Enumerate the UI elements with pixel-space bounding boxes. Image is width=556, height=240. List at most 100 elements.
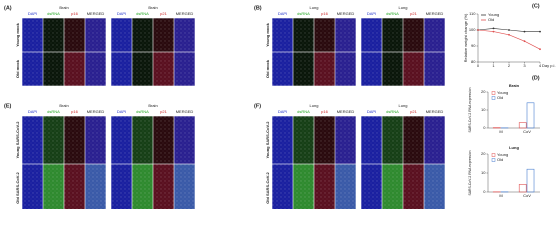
column-label: dsRNA: [136, 109, 149, 114]
point: [523, 40, 526, 43]
micrograph-texture: [314, 116, 335, 164]
y-tick-label: 90: [471, 43, 476, 48]
micrograph-texture: [403, 52, 424, 86]
point: [508, 29, 510, 31]
y-axis-label: Relative weight change (%): [463, 13, 468, 62]
column-label: dsRNA: [47, 109, 60, 114]
micrograph-texture: [314, 52, 335, 86]
row-label: Young mock: [265, 22, 270, 46]
micrograph-texture: [43, 164, 64, 209]
micrograph-texture: [64, 52, 85, 86]
legend-label: Old: [497, 157, 503, 162]
micrograph-texture: [64, 164, 85, 209]
micrograph-texture: [382, 164, 403, 209]
bar: [518, 184, 527, 193]
micrograph-texture: [174, 164, 195, 209]
micrograph-texture: [174, 116, 195, 164]
micrograph-texture: [85, 116, 106, 164]
x-tick-label: 1: [492, 63, 495, 68]
micrograph-texture: [85, 164, 106, 209]
column-label: p16: [71, 11, 78, 16]
x-tick-label: M: [499, 129, 502, 134]
micrograph-texture: [361, 18, 382, 52]
column-label: p21: [160, 109, 167, 114]
x-tick-label: M: [499, 193, 502, 198]
column-label: DAPI: [367, 109, 376, 114]
micrograph-texture: [85, 18, 106, 52]
y-axis-label: SARS-CoV-2 RNA expression: [468, 150, 472, 195]
micrograph-texture: [22, 52, 43, 86]
column-label: p21: [160, 11, 167, 16]
column-label: MERGED: [337, 109, 355, 114]
row-label: Young SARS-CoV-2: [265, 121, 270, 159]
block-title: Lung: [310, 103, 319, 108]
block-title: Brain: [148, 5, 157, 10]
panel-label: (B): [254, 5, 262, 11]
panel-label: (D): [532, 75, 540, 81]
micrograph-texture: [272, 52, 293, 86]
row-label: Young mock: [15, 22, 20, 46]
micrograph-texture: [335, 18, 356, 52]
panel-label: (C): [532, 3, 540, 9]
x-tick-label: 3: [523, 63, 526, 68]
column-label: DAPI: [28, 11, 37, 16]
line: [477, 29, 541, 50]
micrograph-texture: [153, 116, 174, 164]
y-tick-label: 10: [481, 170, 486, 175]
micrograph-texture: [314, 164, 335, 209]
legend-label: Old: [488, 17, 494, 22]
micrograph-texture: [424, 116, 445, 164]
point: [539, 30, 541, 33]
bar: [526, 168, 535, 193]
micrograph-texture: [403, 18, 424, 52]
legend-swatch: [491, 96, 496, 100]
column-label: dsRNA: [136, 11, 149, 16]
micrograph-texture: [132, 164, 153, 209]
micrograph-texture: [293, 18, 314, 52]
micrograph-texture: [335, 116, 356, 164]
x-axis-label: Day p.i.: [542, 63, 556, 68]
column-label: p21: [410, 109, 417, 114]
column-label: MERGED: [426, 11, 444, 16]
x-tick-label: CoV: [523, 129, 531, 134]
column-label: dsRNA: [297, 109, 310, 114]
column-label: MERGED: [87, 11, 105, 16]
micrograph-texture: [293, 164, 314, 209]
legend-swatch: [491, 91, 496, 95]
row-label: Young SARS-CoV-2: [15, 121, 20, 159]
micrograph-texture: [293, 52, 314, 86]
column-label: MERGED: [87, 109, 105, 114]
column-label: MERGED: [176, 109, 194, 114]
row-label: Old SARS-CoV-2: [15, 171, 20, 203]
micrograph-texture: [64, 18, 85, 52]
micrograph-texture: [382, 52, 403, 86]
y-tick-label: 20: [481, 151, 486, 156]
micrograph-texture: [132, 116, 153, 164]
column-label: p16: [71, 109, 78, 114]
legend-label: Young: [497, 90, 508, 95]
point: [492, 27, 495, 30]
y-tick-label: 0: [483, 189, 486, 194]
block-title: Brain: [148, 103, 157, 108]
y-axis-label: SARS-CoV-2 RNA expression: [468, 87, 472, 132]
x-tick-label: 0: [477, 63, 480, 68]
x-tick-label: CoV: [523, 193, 531, 198]
point: [523, 30, 526, 33]
micrograph-texture: [174, 52, 195, 86]
row-label: Old SARS-CoV-2: [265, 171, 270, 203]
column-label: MERGED: [337, 11, 355, 16]
micrograph-texture: [132, 18, 153, 52]
y-tick-label: 110: [469, 11, 476, 16]
chart-title: Lung: [509, 145, 519, 150]
y-tick-label: 80: [471, 59, 476, 64]
column-label: dsRNA: [297, 11, 310, 16]
block-title: Lung: [399, 5, 408, 10]
micrograph-texture: [111, 164, 132, 209]
column-label: MERGED: [176, 11, 194, 16]
micrograph-texture: [272, 116, 293, 164]
column-label: dsRNA: [386, 109, 399, 114]
micrograph-texture: [361, 164, 382, 209]
column-label: p21: [410, 11, 417, 16]
micrograph-texture: [314, 18, 335, 52]
column-label: dsRNA: [47, 11, 60, 16]
